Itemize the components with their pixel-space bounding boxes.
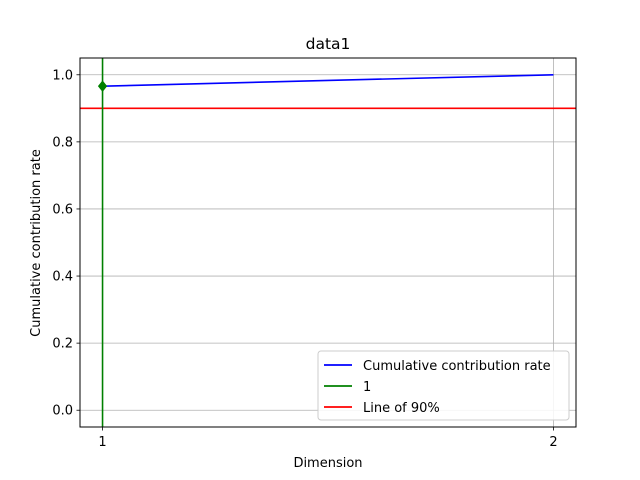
series-line-0: [102, 73, 554, 87]
legend-box: [317, 350, 570, 421]
x-tick-label-1: 2: [549, 435, 557, 450]
x-tick-label-0: 1: [98, 435, 106, 450]
y-axis-label: Cumulative contribution rate: [29, 149, 44, 337]
y-tick-label-4: 0.8: [52, 135, 73, 150]
x-axis-label: Dimension: [293, 456, 362, 471]
y-tick-label-1: 0.2: [52, 337, 73, 352]
chart-title: data1: [306, 35, 351, 53]
y-tick-label-5: 1.0: [52, 68, 73, 83]
plot-frame: [79, 57, 577, 428]
ticks: 0.0 0.2 0.4 0.6 0.8 1.0 1 2: [52, 68, 557, 450]
legend-label-cumulative: Cumulative contribution rate: [363, 359, 551, 374]
y-tick-label-3: 0.6: [52, 202, 73, 217]
legend-label-90-line: Line of 90%: [363, 401, 440, 416]
diamond-marker-0: [97, 80, 108, 92]
y-tick-label-0: 0.0: [52, 404, 73, 419]
data-layer: [80, 58, 576, 427]
legend: Cumulative contribution rate 1 Line of 9…: [317, 350, 570, 421]
y-tick-label-2: 0.4: [52, 270, 73, 285]
legend-label-vertical-line: 1: [363, 380, 371, 395]
